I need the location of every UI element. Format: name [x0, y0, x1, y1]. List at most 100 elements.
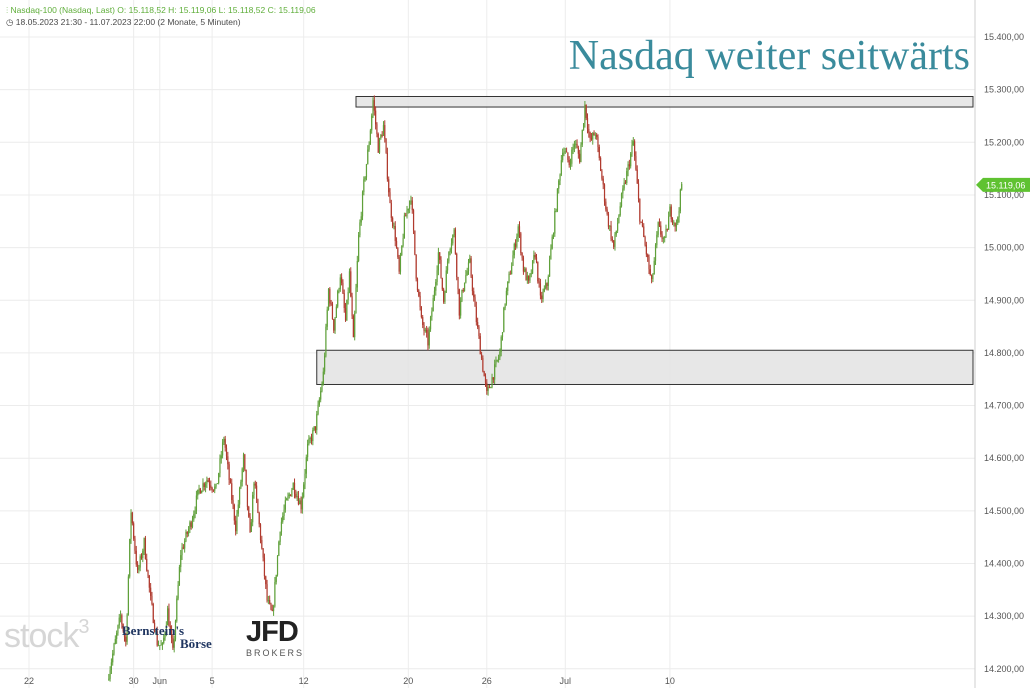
candle-body — [399, 255, 402, 272]
y-tick-label: 15.000,00 — [984, 243, 1024, 253]
candle-body — [190, 522, 192, 527]
candle-body — [329, 288, 331, 304]
candle-body — [295, 493, 297, 497]
candle-body — [235, 520, 237, 532]
candle-body — [569, 163, 572, 166]
candle-body — [448, 251, 450, 262]
price-candles — [108, 95, 683, 682]
candle-body — [436, 270, 438, 282]
candle-body — [538, 281, 540, 284]
candle-body — [576, 143, 578, 148]
candle-body — [204, 483, 207, 488]
candle-body — [381, 135, 383, 136]
candle-body — [585, 104, 587, 119]
candle-body — [622, 188, 624, 194]
candle-body — [503, 307, 505, 333]
candle-body — [412, 210, 415, 231]
candle-body — [674, 222, 676, 227]
candle-body — [313, 426, 315, 430]
candle-body — [373, 100, 375, 111]
x-tick-label: 26 — [482, 676, 492, 686]
candle-body — [164, 632, 166, 638]
y-tick-label: 14.400,00 — [984, 559, 1024, 569]
candle-body — [509, 273, 511, 275]
candle-body — [664, 237, 666, 239]
candle-body — [116, 632, 118, 640]
candle-body — [122, 624, 124, 632]
candle-body — [598, 146, 600, 158]
chart-title: Nasdaq weiter seitwärts — [568, 33, 970, 79]
candle-body — [547, 276, 549, 286]
candle-body — [113, 644, 115, 654]
candle-body — [147, 570, 149, 576]
candle-body — [563, 152, 565, 154]
y-tick-label: 14.700,00 — [984, 401, 1024, 411]
candle-body — [194, 510, 196, 514]
candle-body — [529, 273, 531, 281]
candle-body — [405, 215, 407, 217]
resistance-zone — [355, 95, 974, 108]
candle-body — [300, 500, 302, 510]
candle-body — [471, 276, 474, 292]
candle-body — [662, 238, 664, 239]
candle-body — [341, 277, 343, 283]
candle-body — [322, 371, 324, 385]
candle-body — [486, 382, 488, 391]
candle-body — [615, 230, 617, 235]
candle-body — [406, 210, 408, 217]
candle-body — [507, 281, 509, 291]
candle-body — [368, 144, 370, 150]
candle-body — [271, 609, 273, 611]
candle-body — [437, 252, 440, 271]
candle-body — [419, 295, 421, 307]
candle-body — [233, 504, 235, 521]
candle-body — [426, 329, 428, 333]
candle-body — [445, 270, 447, 293]
last-price-label: 15.119,06 — [986, 180, 1025, 190]
candle-body — [484, 376, 487, 383]
candle-body — [673, 222, 675, 224]
last-price-tag — [976, 177, 1030, 192]
candle-body — [152, 604, 154, 623]
candle-body — [310, 438, 313, 442]
candle-body — [143, 538, 145, 551]
candle-body — [632, 141, 634, 146]
candle-body — [565, 151, 568, 153]
candle-body — [681, 184, 683, 190]
candle-body — [525, 268, 527, 281]
candle-body — [333, 319, 335, 331]
candle-body — [385, 138, 387, 153]
candle-body — [351, 296, 353, 316]
candle-body — [398, 257, 400, 272]
candle-body — [454, 229, 457, 254]
candle-body — [524, 268, 526, 272]
candle-body — [293, 482, 296, 494]
candle-body — [275, 574, 277, 583]
candle-body — [395, 241, 398, 248]
y-tick-label: 14.500,00 — [984, 506, 1024, 516]
candle-body — [342, 282, 344, 294]
candle-body — [677, 217, 679, 224]
candle-body — [513, 243, 515, 256]
candle-body — [231, 483, 233, 501]
candle-body — [266, 584, 268, 601]
candle-body — [397, 247, 399, 258]
candle-body — [530, 273, 532, 275]
candle-body — [384, 125, 386, 139]
candle-body — [528, 275, 530, 281]
x-tick-label: Jul — [560, 676, 572, 686]
candle-body — [522, 257, 525, 272]
candle-body — [473, 291, 475, 298]
candle-body — [628, 164, 630, 167]
candle-body — [237, 504, 239, 514]
last-price-marker: 15.119,06 — [976, 177, 1030, 192]
candle-body — [640, 221, 642, 223]
candle-body — [359, 222, 361, 235]
candle-body — [118, 617, 120, 626]
candle-body — [474, 297, 476, 307]
candle-body — [433, 290, 436, 299]
candle-body — [254, 483, 256, 486]
candle-body — [160, 644, 162, 646]
candle-body — [589, 132, 591, 139]
candle-body — [276, 555, 279, 575]
